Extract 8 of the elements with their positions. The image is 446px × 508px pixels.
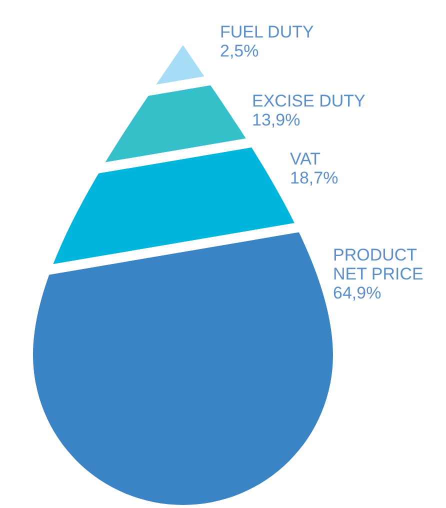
category-label: FUEL DUTY bbox=[220, 22, 314, 42]
category-label: PRODUCT NET PRICE bbox=[333, 246, 424, 284]
category-label: EXCISE DUTY bbox=[252, 92, 366, 111]
category-label: VAT bbox=[290, 150, 321, 169]
data-label: 64,9% bbox=[333, 284, 382, 303]
data-label: 13,9% bbox=[252, 110, 300, 130]
data-label: 2,5% bbox=[220, 42, 259, 61]
data-label: 18,7% bbox=[290, 168, 338, 188]
